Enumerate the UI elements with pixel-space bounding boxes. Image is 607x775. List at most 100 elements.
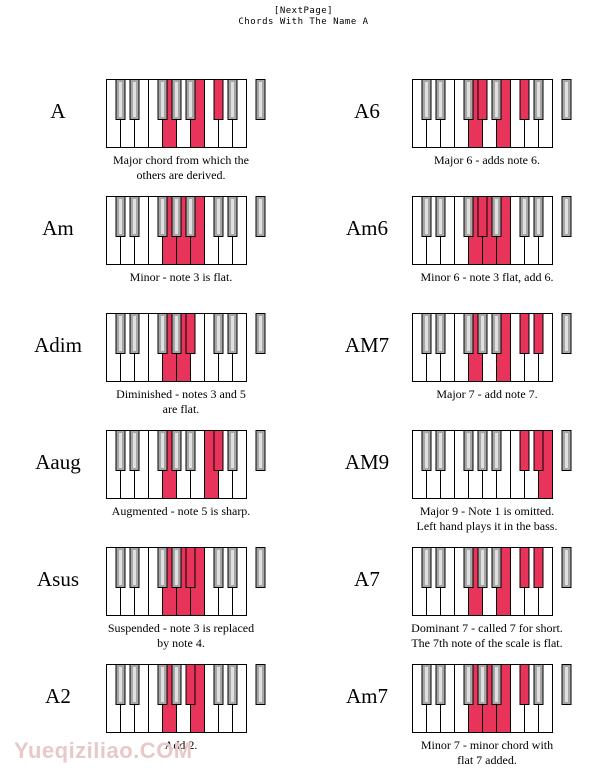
description-line: Suspended - note 3 is replaced (107, 621, 255, 635)
black-key-shine (119, 82, 122, 117)
black-key-highlighted (185, 313, 196, 354)
black-key-shine (133, 433, 136, 468)
chord-name: Am7 (346, 684, 388, 708)
black-key-shine (439, 667, 442, 702)
black-key-shine (495, 199, 498, 234)
description-line: Diminished - notes 3 and 5 (116, 387, 246, 401)
chord-name: AM9 (344, 450, 390, 474)
chord-card: Asus Suspended - note 3 is replaced by not… (8, 547, 308, 657)
black-key-shine (231, 82, 234, 117)
black-key-highlighted (213, 79, 224, 120)
black-key-shine (481, 550, 484, 585)
black-key-shine (439, 550, 442, 585)
piano-keyboard (106, 547, 266, 616)
black-key-shine (565, 550, 568, 585)
black-key-shine (133, 199, 136, 234)
black-key-shine (231, 667, 234, 702)
black-key-shine (565, 199, 568, 234)
description-line: are flat. (162, 402, 200, 416)
chord-name: Adim (34, 333, 82, 357)
black-key-shine (161, 199, 164, 234)
description-line: Minor 7 - minor chord with (420, 738, 554, 752)
black-key-shine (467, 82, 470, 117)
black-key-shine (119, 199, 122, 234)
description-line: Dominant 7 - called 7 for short. (411, 621, 563, 635)
black-key-shine (259, 433, 262, 468)
chord-card: A7 Dominant 7 - called 7 for short. The 7t… (312, 547, 607, 657)
black-key-highlighted (533, 313, 544, 354)
chord-name: Asus (36, 567, 79, 591)
chord-card: A Major chord from which the others are de… (8, 79, 308, 189)
description-line: Minor 6 - note 3 flat, add 6. (420, 270, 554, 284)
black-key-shine (439, 199, 442, 234)
black-key-shine (161, 316, 164, 351)
chord-description: Suspended - note 3 is replaced by note 4. (81, 621, 281, 651)
black-key-shine (217, 667, 220, 702)
black-key-highlighted (477, 79, 488, 120)
black-key-shine (467, 316, 470, 351)
black-key-shine (425, 550, 428, 585)
black-key-shine (425, 667, 428, 702)
black-key-shine (189, 82, 192, 117)
piano-keyboard (106, 313, 266, 382)
black-key-highlighted (477, 196, 488, 237)
black-key-shine (495, 82, 498, 117)
chord-name: A2 (45, 684, 71, 708)
black-key-shine (259, 667, 262, 702)
chord-name: Aaug (35, 450, 81, 474)
chord-description: Add 2. (81, 738, 281, 753)
black-key-shine (481, 316, 484, 351)
black-key-shine (161, 550, 164, 585)
black-key-shine (425, 82, 428, 117)
black-key-highlighted (519, 547, 530, 588)
black-key-shine (119, 550, 122, 585)
piano-keyboard (412, 196, 572, 265)
black-key-shine (133, 667, 136, 702)
black-key-highlighted (519, 79, 530, 120)
chord-description: Minor - note 3 is flat. (81, 270, 281, 285)
black-key-shine (537, 82, 540, 117)
black-key-shine (439, 316, 442, 351)
black-key-shine (133, 82, 136, 117)
chord-card: AM9 Major 9 - Note 1 is omitted. Left hand… (312, 430, 607, 540)
black-key-shine (467, 667, 470, 702)
description-line: Minor - note 3 is flat. (129, 270, 233, 284)
page-title: Chords With The Name A (238, 17, 369, 27)
black-key-shine (231, 550, 234, 585)
chord-description: Major 6 - adds note 6. (387, 153, 587, 168)
black-key-shine (217, 550, 220, 585)
black-key-shine (175, 316, 178, 351)
chord-card: A2 Add 2. (8, 664, 308, 774)
watermark: Yueqiziliao.COM (14, 738, 193, 763)
black-key-shine (481, 433, 484, 468)
piano-keyboard (412, 79, 572, 148)
chord-name: A (50, 99, 66, 123)
chord-description: Minor 7 - minor chord with flat 7 added. (387, 738, 587, 768)
piano-keyboard (106, 430, 266, 499)
chord-description: Dominant 7 - called 7 for short. The 7th … (387, 621, 587, 651)
black-key-shine (467, 433, 470, 468)
black-key-shine (119, 667, 122, 702)
black-key-shine (231, 199, 234, 234)
black-key-shine (231, 433, 234, 468)
black-key-shine (565, 82, 568, 117)
piano-keyboard (412, 430, 572, 499)
chord-card: Am Minor - note 3 is flat. (8, 196, 308, 306)
chord-name: Am6 (346, 216, 388, 240)
black-key-shine (467, 199, 470, 234)
black-key-shine (189, 199, 192, 234)
description-line: Left hand plays it in the bass. (416, 519, 558, 533)
black-key-shine (537, 199, 540, 234)
black-key-shine (175, 550, 178, 585)
black-key-shine (259, 199, 262, 234)
black-key-shine (119, 316, 122, 351)
black-key-shine (495, 550, 498, 585)
black-key-shine (425, 433, 428, 468)
black-key-shine (495, 316, 498, 351)
chord-name: Am (42, 216, 74, 240)
black-key-highlighted (519, 664, 530, 705)
piano-keyboard (412, 547, 572, 616)
black-key-shine (425, 316, 428, 351)
chord-description: Augmented - note 5 is sharp. (81, 504, 281, 519)
black-key-shine (523, 199, 526, 234)
